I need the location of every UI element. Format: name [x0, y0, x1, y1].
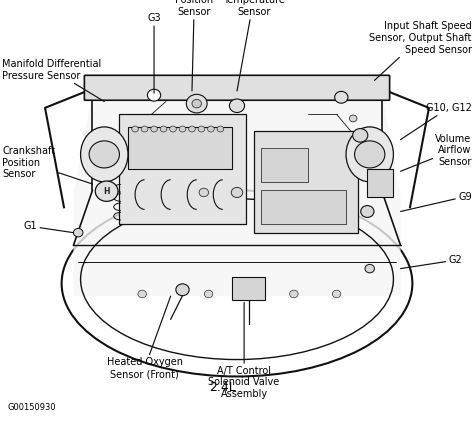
Ellipse shape [81, 127, 128, 182]
Circle shape [335, 91, 348, 103]
Text: H: H [103, 187, 110, 196]
Circle shape [231, 187, 243, 198]
Circle shape [229, 99, 245, 113]
Text: G9: G9 [401, 192, 472, 212]
Text: Volume
Airflow
Sensor: Volume Airflow Sensor [401, 134, 472, 171]
Text: Input Shaft Speed
Sensor, Output Shaft
Speed Sensor: Input Shaft Speed Sensor, Output Shaft S… [369, 22, 472, 80]
Circle shape [217, 126, 224, 132]
Bar [261, 148, 308, 182]
Circle shape [365, 264, 374, 273]
Text: G1: G1 [24, 221, 73, 233]
Text: Engine Coolant
Temperature
Sensor: Engine Coolant Temperature Sensor [217, 0, 291, 91]
Circle shape [186, 94, 207, 113]
Circle shape [95, 181, 118, 201]
Circle shape [132, 126, 138, 132]
Text: Crankshaft
Position
Sensor: Crankshaft Position Sensor [2, 146, 92, 184]
Circle shape [73, 228, 83, 237]
Text: Throttle
Position
Sensor: Throttle Position Sensor [175, 0, 213, 91]
Circle shape [198, 126, 205, 132]
Circle shape [349, 115, 357, 122]
Bar [118, 114, 246, 224]
Bar [232, 277, 265, 300]
Text: 2.4L: 2.4L [210, 381, 236, 393]
Circle shape [355, 141, 385, 168]
Polygon shape [73, 93, 401, 296]
Circle shape [151, 126, 157, 132]
Ellipse shape [62, 190, 412, 376]
Circle shape [170, 126, 176, 132]
Bar [261, 190, 346, 224]
Circle shape [199, 188, 209, 197]
Circle shape [89, 141, 119, 168]
Circle shape [192, 99, 201, 108]
Circle shape [290, 290, 298, 298]
Circle shape [176, 284, 189, 296]
Circle shape [353, 129, 368, 142]
Circle shape [189, 126, 195, 132]
Text: G00150930: G00150930 [7, 404, 56, 412]
Text: Manifold Differential
Pressure Sensor: Manifold Differential Pressure Sensor [2, 59, 104, 102]
Circle shape [160, 126, 167, 132]
FancyBboxPatch shape [84, 75, 390, 100]
Ellipse shape [346, 127, 393, 182]
Circle shape [147, 89, 161, 101]
Circle shape [332, 290, 341, 298]
Text: G10, G12: G10, G12 [401, 103, 472, 140]
Circle shape [138, 290, 146, 298]
Bar [367, 169, 393, 197]
Circle shape [141, 126, 148, 132]
Bar [128, 127, 232, 169]
Text: Heated Oxygen
Sensor (Front): Heated Oxygen Sensor (Front) [107, 296, 182, 379]
Text: G3: G3 [147, 13, 161, 93]
Circle shape [179, 126, 186, 132]
Text: G2: G2 [401, 255, 462, 269]
Text: A/T Control
Solenoid Valve
Assembly: A/T Control Solenoid Valve Assembly [209, 302, 280, 399]
Bar [254, 131, 358, 233]
Circle shape [361, 206, 374, 217]
Circle shape [208, 126, 214, 132]
Circle shape [204, 290, 213, 298]
